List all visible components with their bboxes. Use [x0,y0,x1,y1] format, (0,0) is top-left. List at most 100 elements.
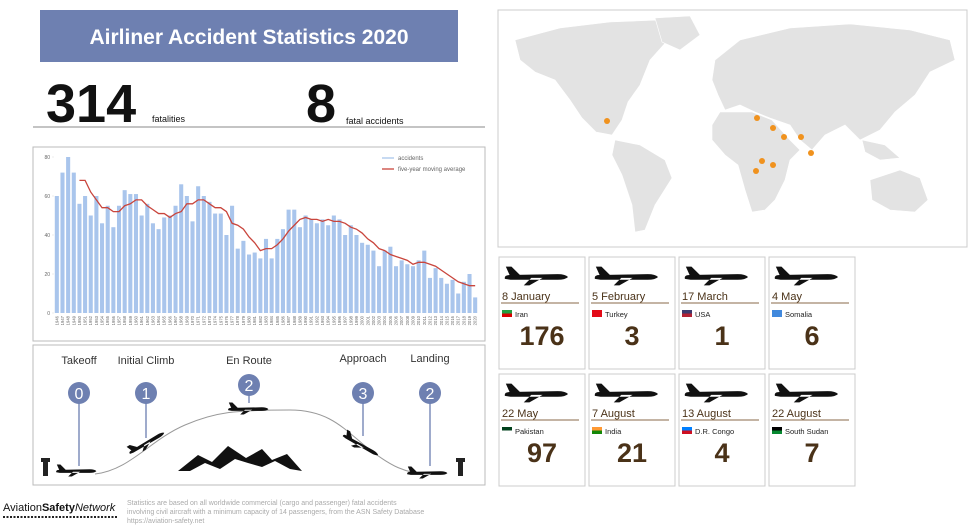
flight-path [94,409,431,475]
x-tick-label: 1956 [111,315,116,325]
bar [292,209,297,313]
bar [286,209,291,313]
x-tick-label: 1973 [207,315,212,325]
x-tick-label: 1999 [354,315,359,325]
footer-note: https://aviation-safety.net [127,518,204,525]
phase-badge [68,382,90,404]
x-tick-label: 1959 [128,315,133,325]
phase-count: 2 [245,378,254,395]
x-tick-label: 2008 [405,315,410,325]
x-tick-label: 2014 [439,315,444,325]
x-tick-label: 1979 [241,315,246,325]
accident-fatalities: 3 [624,321,639,351]
accident-date: 22 May [502,408,539,420]
x-tick-label: 2000 [360,315,365,325]
location-dot [808,150,814,156]
bar [105,205,110,313]
bar [247,254,252,313]
x-tick-label: 1978 [235,315,240,325]
x-tick-label: 1972 [201,315,206,325]
title: Airliner Accident Statistics 2020 [89,26,408,49]
accident-fatalities: 97 [527,438,557,468]
x-tick-label: 1985 [275,315,280,325]
flag [592,427,602,431]
bar [393,266,399,313]
location-dot [781,134,787,140]
bar [128,194,133,313]
x-tick-label: 1976 [224,315,229,325]
bar [337,219,342,313]
y-tick-label: 40 [44,233,50,239]
x-tick-label: 1982 [258,315,263,325]
accident-date: 8 January [502,291,551,303]
x-tick-label: 2001 [365,315,370,325]
accident-date: 7 August [592,408,635,420]
bar [461,281,466,313]
y-tick-label: 20 [44,272,50,278]
bar [230,205,235,313]
bar [433,268,438,313]
phase-badge [419,382,441,404]
accident-country: Iran [515,310,528,319]
phase-label: Initial Climb [118,355,175,367]
bar [444,283,449,313]
bar [173,205,178,313]
bar [269,258,274,313]
accident-country: Turkey [605,310,628,319]
accident-fatalities: 1 [714,321,729,351]
bar [377,266,382,313]
bar [116,205,122,313]
logo-part: Aviation [3,502,42,514]
phase-badge [238,374,260,396]
flag [682,430,692,434]
x-tick-label: 1977 [230,315,235,325]
eurasia [711,23,956,151]
accident-fatalities: 7 [804,438,819,468]
x-tick-label: 2020 [473,315,478,325]
bar [83,196,88,313]
x-tick-label: 1971 [196,315,201,325]
footer-note: involving civil aircraft with a minimum … [127,509,424,516]
x-tick-label: 2005 [388,315,393,325]
x-tick-label: 1989 [297,315,302,325]
indonesia [861,139,901,161]
x-tick-label: 2009 [410,315,415,325]
bar [365,244,370,313]
bar [320,219,325,313]
x-tick-label: 1968 [179,315,184,325]
accidents-label: fatal accidents [346,116,404,126]
bar [405,264,410,313]
bar [111,227,116,313]
x-tick-label: 1964 [156,315,161,325]
location-dot [753,168,759,174]
bar [275,238,280,313]
x-tick-label: 1996 [337,315,342,325]
flag [502,313,512,317]
bar [467,274,472,313]
x-tick-label: 1994 [326,315,331,325]
x-tick-label: 1997 [343,315,348,325]
x-tick-label: 1963 [150,315,155,325]
flag [502,427,512,431]
tower-top [456,458,465,462]
accident-country: India [605,427,622,436]
y-tick-label: 80 [44,155,50,161]
phase-badge [135,382,157,404]
bar [162,217,167,313]
bar [427,277,432,313]
bar [252,252,257,313]
accident-date: 4 May [772,291,802,303]
tower-top [41,458,50,462]
x-tick-label: 2016 [450,315,455,325]
x-tick-label: 1981 [252,315,257,325]
x-tick-label: 2006 [394,315,399,325]
bar [88,215,93,313]
location-dot [770,125,776,131]
bar [150,223,155,313]
flag [682,427,692,431]
x-tick-label: 1966 [167,315,172,325]
flag [772,313,782,317]
x-tick-label: 1954 [100,315,105,325]
bar [145,203,150,313]
bar [122,190,127,313]
